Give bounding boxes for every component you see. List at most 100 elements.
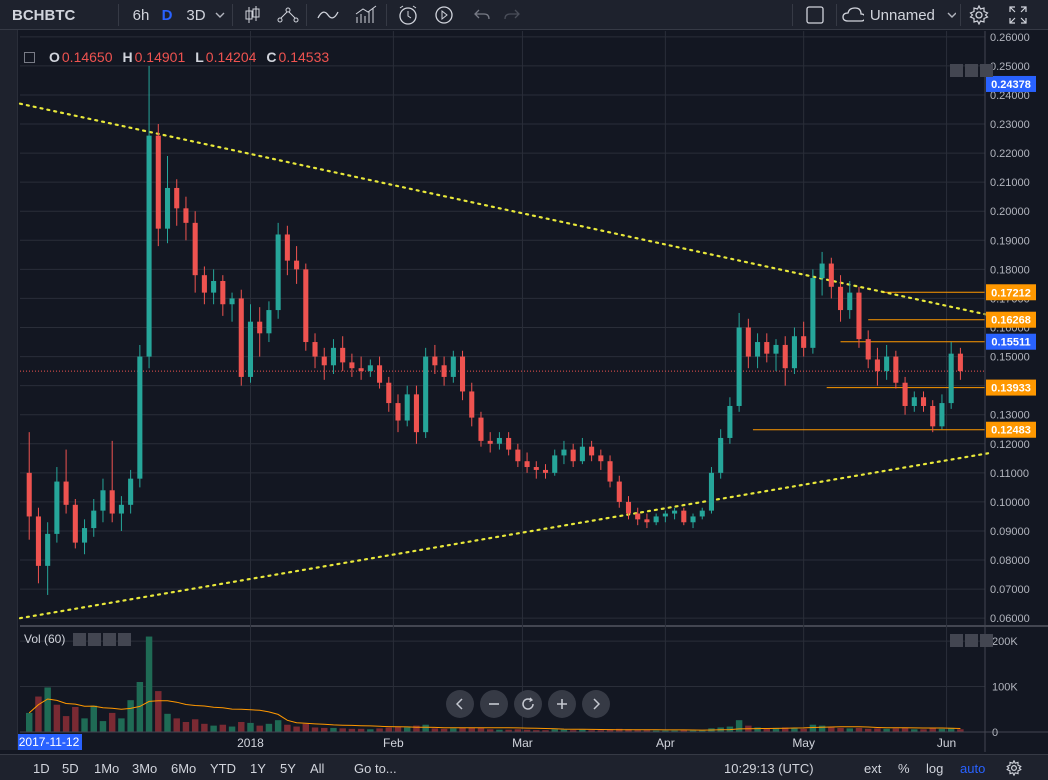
volume-bar bbox=[201, 723, 208, 732]
price-tick-label: 0.10000 bbox=[990, 497, 1030, 509]
volume-bar bbox=[265, 723, 273, 732]
more-icon[interactable] bbox=[118, 632, 132, 646]
volume-bar bbox=[542, 730, 549, 732]
pane-down-icon[interactable] bbox=[965, 634, 978, 647]
volume-bar bbox=[339, 728, 346, 732]
volume-bar bbox=[781, 727, 789, 732]
level-price-label: 0.12483 bbox=[991, 425, 1031, 437]
candle-body bbox=[63, 481, 69, 505]
percent-label: % bbox=[898, 760, 910, 776]
scroll-right-button[interactable] bbox=[582, 690, 610, 718]
redo-button[interactable] bbox=[498, 0, 526, 30]
bottom-settings-button[interactable] bbox=[1006, 755, 1022, 780]
level-price-label: 0.15511 bbox=[991, 337, 1030, 349]
percent-toggle[interactable]: % bbox=[898, 755, 910, 780]
alert-button[interactable] bbox=[392, 0, 424, 30]
range-5d-button[interactable]: 5D bbox=[62, 755, 79, 780]
collapse-legend-icon[interactable] bbox=[24, 51, 35, 63]
auto-toggle[interactable]: auto bbox=[960, 755, 985, 780]
range-ytd-button[interactable]: YTD bbox=[210, 755, 236, 780]
time-tick-label: Apr bbox=[656, 736, 675, 750]
candle-body bbox=[506, 437, 512, 450]
volume-bar bbox=[219, 724, 227, 732]
volume-bar bbox=[44, 687, 51, 732]
undo-button[interactable] bbox=[468, 0, 496, 30]
pane-maximize-icon[interactable] bbox=[980, 634, 993, 647]
bar-pattern-button[interactable] bbox=[350, 0, 382, 30]
eye-icon[interactable] bbox=[73, 632, 87, 646]
candle-body bbox=[838, 286, 844, 311]
pane-up-icon[interactable] bbox=[950, 634, 963, 647]
candle-body bbox=[736, 327, 742, 406]
goto-button[interactable]: Go to... bbox=[354, 755, 397, 780]
plus-icon bbox=[557, 699, 567, 709]
range-6mo-button[interactable]: 6Mo bbox=[171, 755, 196, 780]
candle-body bbox=[948, 353, 954, 404]
range-all-label: All bbox=[310, 760, 325, 776]
replay-button[interactable] bbox=[428, 0, 460, 30]
symbol-search-button[interactable]: BCHBTC bbox=[12, 0, 92, 30]
clock-label: 10:29:13 (UTC) bbox=[724, 760, 814, 776]
candle-body bbox=[552, 455, 558, 473]
pane-up-icon[interactable] bbox=[950, 64, 963, 77]
volume-bar bbox=[901, 727, 909, 732]
candle-body bbox=[349, 362, 355, 369]
volume-bar bbox=[81, 718, 88, 732]
candle-body bbox=[220, 280, 226, 305]
extended-hours-toggle[interactable]: ext bbox=[864, 755, 881, 780]
candle-body bbox=[100, 490, 106, 511]
range-3mo-button[interactable]: 3Mo bbox=[132, 755, 157, 780]
zoom-out-button[interactable] bbox=[480, 690, 508, 718]
grid bbox=[20, 31, 1048, 733]
toolbar-divider bbox=[232, 4, 233, 26]
range-1d-button[interactable]: 1D bbox=[33, 755, 50, 780]
settings-button[interactable] bbox=[964, 0, 994, 30]
layout-toggle-button[interactable] bbox=[800, 0, 830, 30]
close-icon[interactable] bbox=[103, 632, 117, 646]
price-tick-label: 0.11000 bbox=[990, 468, 1029, 480]
range-all-button[interactable]: All bbox=[310, 755, 324, 780]
reset-button[interactable] bbox=[514, 690, 542, 718]
candle-body bbox=[211, 280, 217, 293]
gear-icon[interactable] bbox=[88, 632, 102, 646]
indicators-button[interactable] bbox=[272, 0, 304, 30]
candle-body bbox=[54, 481, 60, 534]
compare-button[interactable] bbox=[312, 0, 344, 30]
range-5y-button[interactable]: 5Y bbox=[280, 755, 296, 780]
volume-bar bbox=[699, 730, 706, 732]
main-pane-buttons[interactable] bbox=[948, 64, 993, 77]
volume-bar bbox=[892, 728, 900, 732]
scroll-left-button[interactable] bbox=[446, 690, 474, 718]
volume-bar bbox=[846, 728, 853, 732]
candle-body bbox=[275, 234, 281, 311]
range-1y-button[interactable]: 1Y bbox=[250, 755, 266, 780]
chart-type-button[interactable] bbox=[238, 0, 266, 30]
fullscreen-button[interactable] bbox=[1004, 0, 1032, 30]
pane-maximize-icon[interactable] bbox=[980, 64, 993, 77]
volume-bar bbox=[53, 704, 61, 732]
volume-bar bbox=[145, 636, 153, 732]
candle-body bbox=[367, 365, 373, 372]
interval-3d-button[interactable]: 3D bbox=[180, 0, 212, 30]
candle-body bbox=[920, 397, 927, 406]
volume-bar bbox=[837, 727, 844, 732]
candle-body bbox=[441, 365, 447, 377]
volume-pane-buttons[interactable] bbox=[948, 634, 993, 647]
pane-down-icon[interactable] bbox=[965, 64, 978, 77]
volume-bar bbox=[302, 723, 310, 732]
interval-6h-button[interactable]: 6h bbox=[126, 0, 156, 30]
price-tick-label: 0.08000 bbox=[990, 555, 1030, 567]
layout-name-button[interactable]: Unnamed bbox=[842, 0, 956, 30]
range-1mo-button[interactable]: 1Mo bbox=[94, 755, 119, 780]
zoom-in-button[interactable] bbox=[548, 690, 576, 718]
current-price-bg bbox=[986, 75, 1036, 92]
candle-body bbox=[561, 449, 567, 456]
interval-dropdown-button[interactable] bbox=[212, 0, 228, 30]
clock[interactable]: 10:29:13 (UTC) bbox=[724, 755, 814, 780]
range-3mo-label: 3Mo bbox=[132, 760, 158, 776]
candle-body bbox=[247, 321, 254, 377]
volume-bar bbox=[191, 719, 199, 732]
interval-d-button[interactable]: D bbox=[156, 0, 178, 30]
log-toggle[interactable]: log bbox=[926, 755, 943, 780]
